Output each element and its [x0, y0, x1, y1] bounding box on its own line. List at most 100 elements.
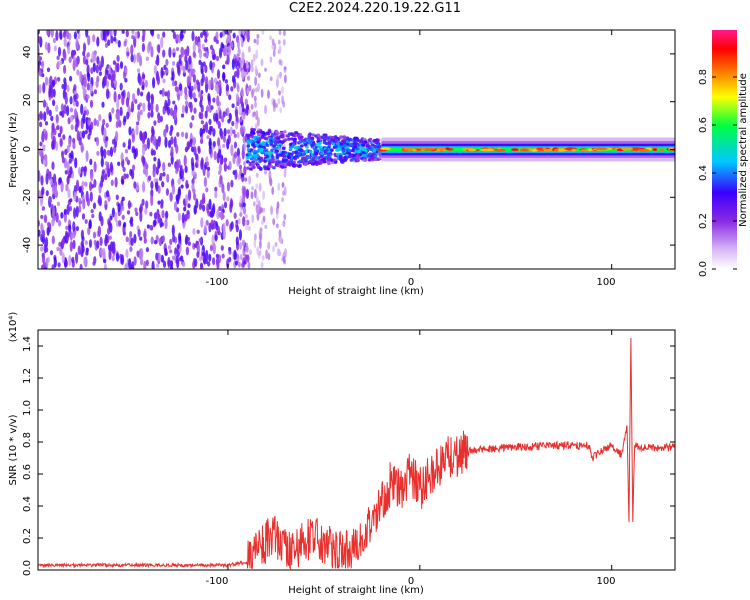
spectrogram-cell [136, 250, 140, 258]
snr-x-tick-label: -100 [206, 576, 229, 587]
spectrogram-cell [234, 70, 238, 78]
spectrogram-cell [41, 206, 46, 211]
spectrogram-cell [177, 186, 181, 197]
spectrogram-cell [283, 66, 287, 71]
spectrogram-cell [289, 137, 294, 141]
spectrogram-cell [128, 126, 132, 136]
spectrogram-cell [267, 252, 271, 261]
spectrogram-cell [248, 84, 252, 92]
spectrogram-cell [38, 84, 42, 94]
spectrogram-cell [47, 42, 51, 54]
spectrogram-cell [212, 128, 216, 137]
spectrogram-cell [137, 228, 141, 238]
spectrogram-cell [157, 136, 161, 147]
spectrogram-cell [219, 159, 223, 166]
spectrogram-cell [61, 252, 65, 264]
spectrogram-cell [123, 115, 127, 123]
spectrogram-cell [270, 148, 274, 153]
spectrogram-cell [126, 51, 130, 57]
spectrogram-cell [62, 134, 66, 141]
spectrogram-x-tick-label: -100 [206, 277, 229, 288]
spectrogram-cell [43, 243, 47, 254]
spectrogram-cell [283, 169, 287, 178]
spectrogram-cell [120, 254, 125, 266]
spectrogram-cell [80, 142, 84, 153]
spectrogram-cell [216, 69, 221, 80]
spectrogram-cell [55, 212, 59, 223]
spectrogram-cell [77, 245, 81, 256]
spectrogram-cell [175, 255, 179, 265]
spectrogram-cell [51, 218, 55, 227]
spectrogram-cell [238, 30, 241, 36]
spectrogram-cell [161, 180, 165, 188]
spectrogram-cell [128, 138, 132, 148]
spectrogram-cell [254, 123, 258, 130]
spectrogram-cell [188, 55, 192, 65]
spectrogram-cell [161, 87, 165, 97]
spectrogram-cell [183, 154, 187, 167]
spectrogram-cell [168, 139, 172, 149]
spectrogram-cell [178, 58, 182, 64]
spectrogram-cell [45, 190, 49, 197]
spectrogram-cell [198, 48, 203, 59]
spectrogram-cell [166, 106, 171, 116]
spectrogram-cell [168, 46, 172, 58]
spectrogram-cell [242, 30, 245, 36]
spectrogram-cell [265, 131, 270, 135]
spectrogram-cell [85, 250, 89, 256]
spectrogram-cell [264, 169, 267, 175]
spectrogram-cell [191, 115, 195, 121]
spectrogram-cell [251, 130, 255, 134]
spectrogram-cell [148, 175, 152, 182]
spectrogram-cell [289, 132, 294, 136]
spectrogram-cell [77, 32, 81, 40]
spectrogram-cell [222, 72, 226, 81]
spectrogram-cell [86, 94, 90, 99]
spectrogram-cell [121, 214, 125, 220]
spectrogram-cell [275, 103, 278, 108]
spectrogram-cell [112, 60, 116, 65]
spectrogram-cell [39, 196, 44, 207]
spectrogram-cell [69, 198, 73, 203]
spectrogram-cell [403, 147, 413, 151]
snr-frame [37, 329, 676, 571]
spectrogram-cell [234, 151, 238, 159]
spectrogram-cell [366, 144, 370, 148]
spectrogram-cell [165, 188, 169, 196]
spectrogram-cell [145, 56, 149, 61]
spectrogram-cell [207, 129, 211, 135]
spectrogram-cell [280, 140, 285, 144]
spectrogram-cell [171, 184, 175, 195]
spectrogram-cell [225, 83, 229, 92]
spectrogram-cell [104, 200, 108, 205]
spectrogram-cell [223, 162, 227, 172]
spectrogram-cell [256, 246, 260, 256]
spectrogram-y-tick-label: 20 [22, 94, 33, 107]
spectrogram-cell [511, 148, 519, 152]
spectrogram-cell [659, 148, 665, 152]
spectrogram-cell [181, 46, 185, 58]
spectrogram-cell [79, 71, 83, 83]
spectrogram-cell [237, 39, 240, 50]
spectrogram-cell [240, 173, 244, 178]
spectrogram-cell [59, 246, 63, 257]
spectrogram-cell [186, 45, 190, 57]
spectrogram-cell [276, 136, 280, 140]
spectrogram-cell [117, 40, 121, 48]
spectrogram-cell [225, 219, 229, 227]
spectrogram-cell [93, 239, 97, 246]
spectrogram-cell [329, 158, 334, 162]
spectrogram-cell [63, 30, 67, 35]
spectrogram-cell [264, 67, 267, 72]
spectrogram-cell [69, 241, 73, 252]
spectrogram-cell [253, 38, 257, 44]
spectrogram-cell [137, 104, 141, 111]
spectrogram-cell [206, 105, 210, 113]
spectrogram-cell [213, 150, 217, 161]
spectrogram-cell [272, 49, 276, 57]
spectrogram-cell [236, 84, 240, 93]
spectrogram-cell [163, 128, 167, 138]
spectrogram-cell [353, 136, 357, 140]
spectrogram-cell [39, 110, 43, 119]
spectrogram-cell [276, 74, 280, 79]
